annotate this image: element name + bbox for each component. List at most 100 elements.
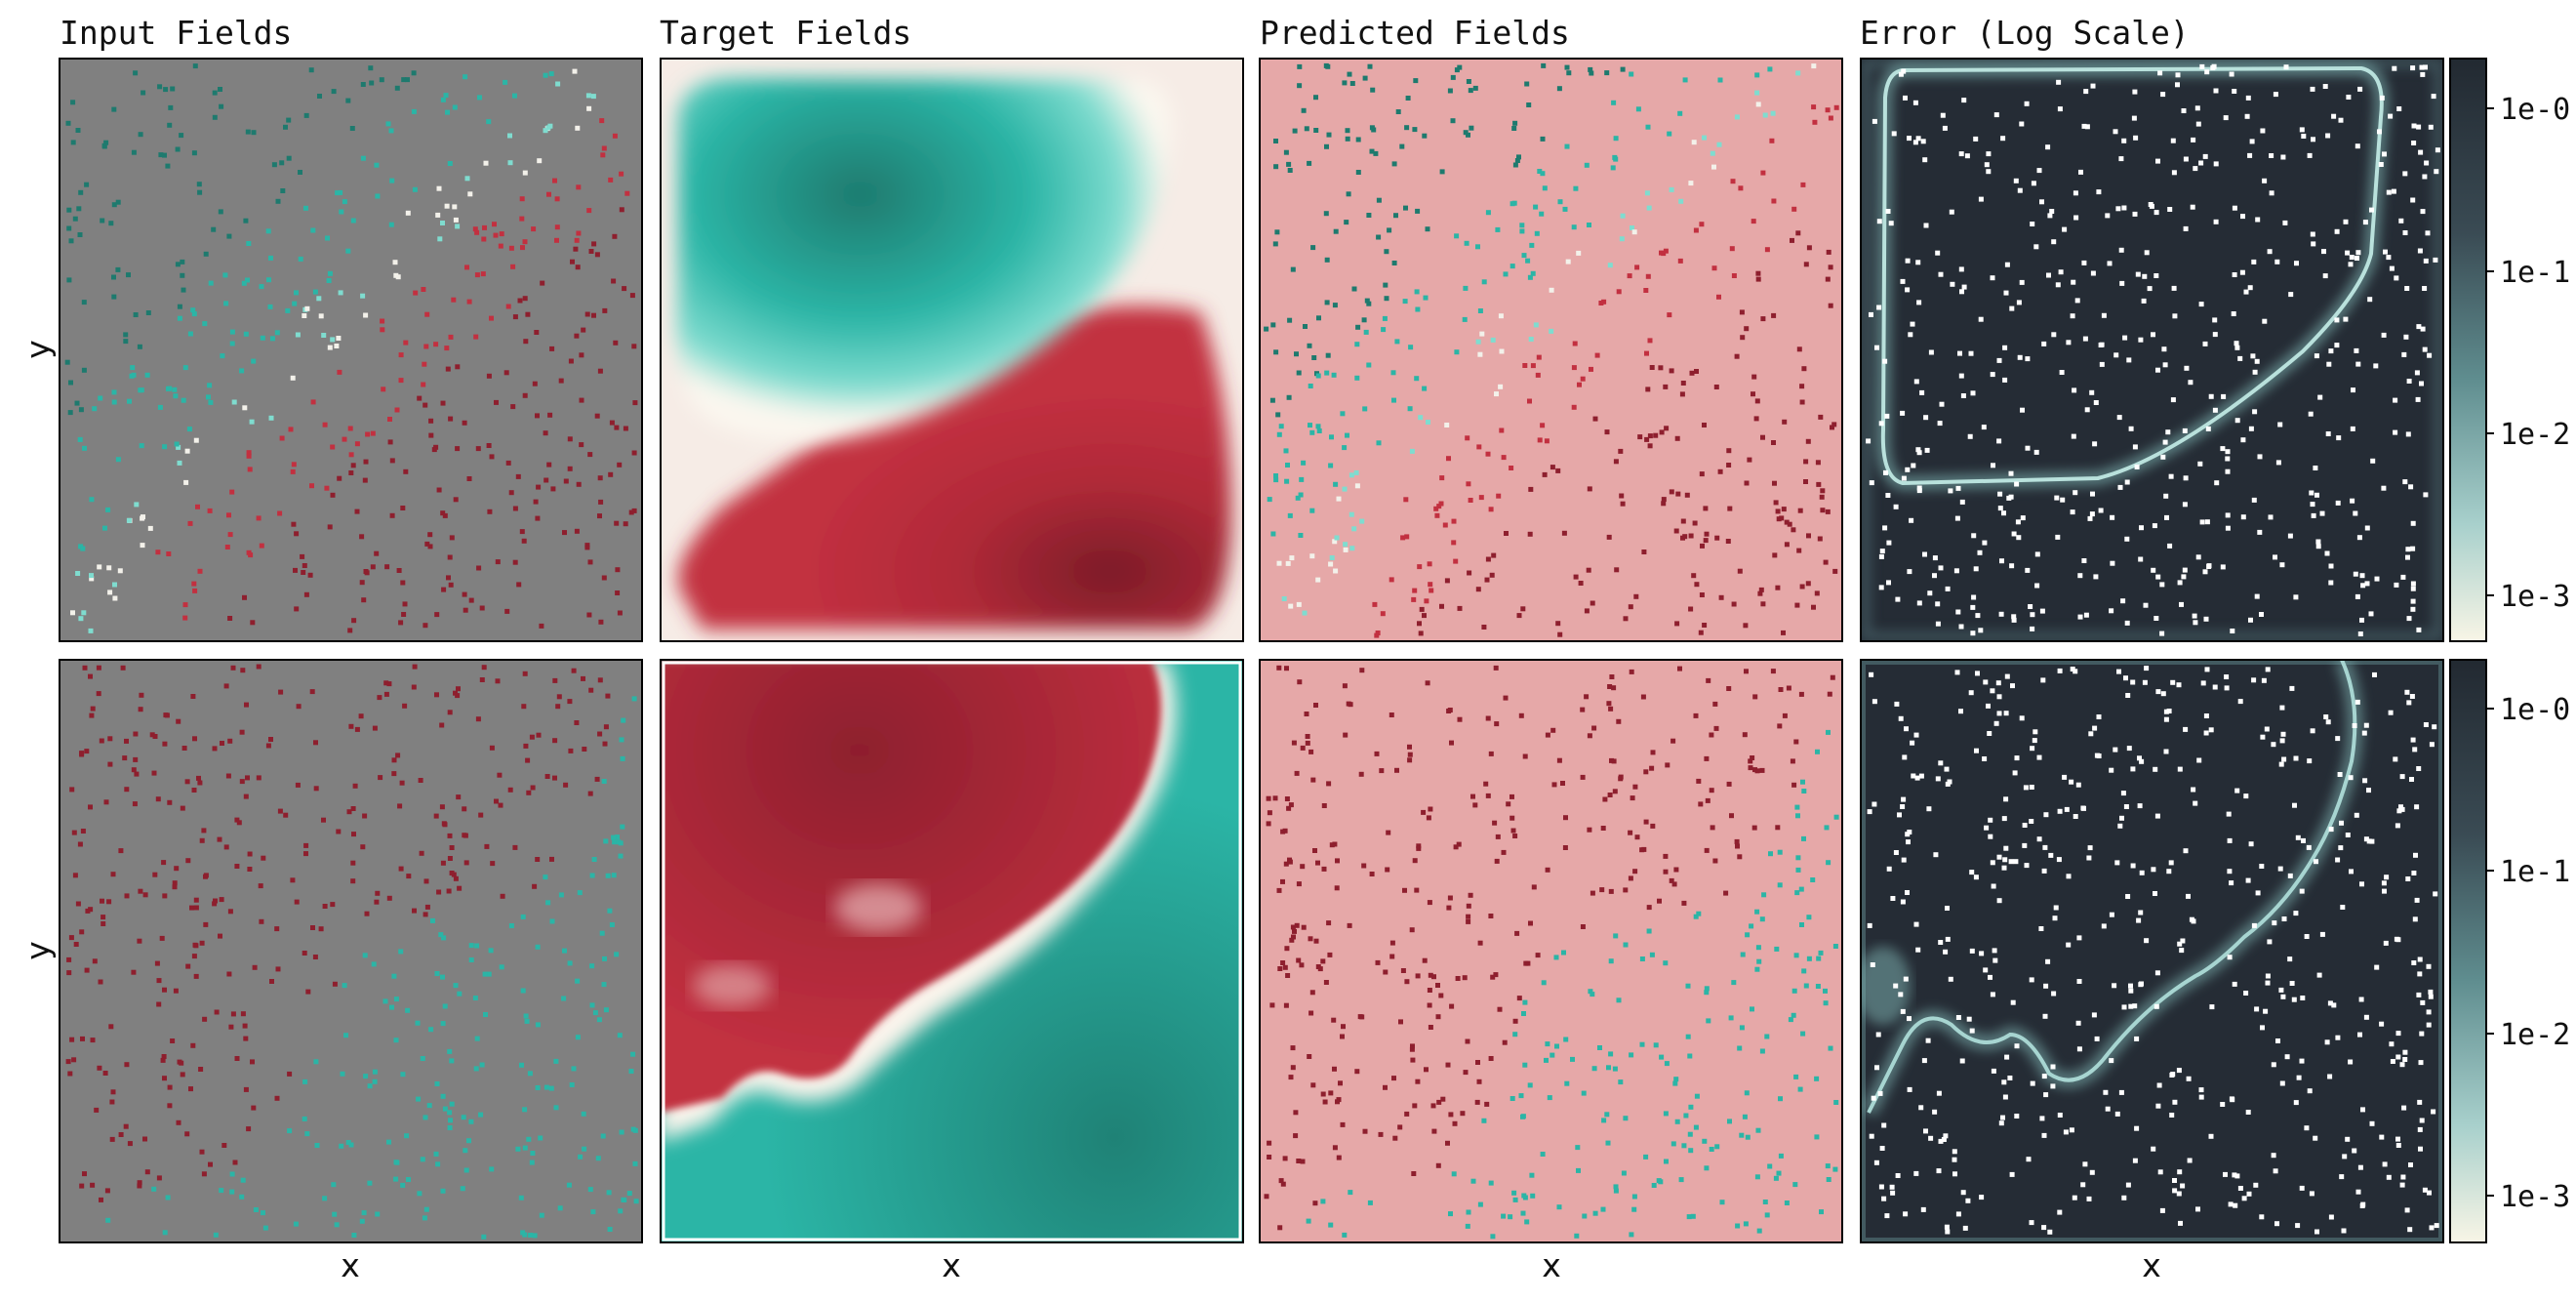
sample-point [174, 866, 180, 872]
sample-point [367, 1083, 373, 1089]
sample-point [1791, 782, 1797, 788]
error-sample-point [2166, 869, 2172, 875]
sample-point [103, 140, 109, 145]
sample-point [1613, 933, 1619, 939]
error-sample-point [1938, 940, 1944, 945]
sample-point [1726, 463, 1732, 468]
error-sample-point [2280, 994, 2286, 999]
error-sample-point [1883, 469, 1888, 475]
sample-point [401, 77, 407, 83]
sample-point [1468, 88, 1473, 94]
sample-point [473, 334, 479, 340]
sample-point [1427, 1002, 1432, 1008]
sample-point [1608, 706, 1614, 712]
sample-point [1826, 860, 1831, 866]
sample-point [455, 224, 461, 229]
error-sample-point [2220, 564, 2226, 570]
sample-point [1272, 241, 1278, 247]
sample-point [1529, 242, 1535, 248]
sample-point [322, 904, 328, 909]
sample-point [1445, 1140, 1450, 1146]
sample-point [219, 897, 224, 903]
sample-point [193, 973, 199, 979]
error-sample-point [2429, 1225, 2435, 1231]
sample-point [1383, 969, 1389, 975]
error-sample-point [2186, 1076, 2192, 1081]
sample-point [1714, 1144, 1720, 1150]
error-sample-point [2354, 347, 2359, 353]
error-sample-point [2248, 617, 2253, 623]
sample-point [275, 198, 281, 204]
error-sample-point [2043, 983, 2049, 989]
error-sample-point [1962, 1225, 1968, 1231]
error-sample-point [2299, 1185, 2305, 1191]
sample-point [553, 1058, 559, 1064]
sample-point [259, 543, 264, 549]
sample-point [1278, 424, 1284, 429]
error-sample-point [2025, 445, 2031, 451]
sample-point [330, 492, 336, 498]
sample-point [1623, 887, 1629, 893]
error-sample-point [2126, 357, 2132, 363]
error-sample-point [2325, 719, 2331, 725]
sample-point [1514, 158, 1520, 163]
sample-point [1454, 233, 1460, 239]
sample-point [609, 420, 615, 426]
error-sample-point [2252, 409, 2258, 415]
sample-point [1663, 384, 1669, 389]
sample-point [78, 616, 84, 622]
sample-point [221, 1143, 227, 1148]
error-sample-point [1905, 258, 1911, 264]
sample-point [375, 193, 381, 199]
sample-point [1727, 1119, 1732, 1124]
sample-point [1527, 1082, 1533, 1088]
error-sample-point [2324, 550, 2330, 556]
error-sample-point [1916, 488, 1922, 494]
sample-point [137, 938, 142, 944]
sample-point [1346, 701, 1351, 707]
error-sample-point [2089, 511, 2095, 517]
sample-point [65, 1059, 71, 1065]
sample-point [498, 243, 503, 249]
sample-point [1343, 547, 1348, 552]
sample-point [1397, 1124, 1403, 1130]
sample-point [1761, 892, 1767, 898]
sample-point [172, 880, 178, 886]
sample-point [1390, 370, 1396, 376]
error-sample-point [2396, 808, 2402, 814]
sample-point [1613, 1184, 1619, 1190]
sample-point [1815, 749, 1820, 754]
error-sample-point [2170, 679, 2176, 685]
sample-point [1689, 370, 1695, 376]
sample-point [386, 895, 392, 901]
error-sample-point [2032, 738, 2037, 744]
error-sample-point [2180, 1183, 2186, 1189]
sample-point [1792, 1182, 1798, 1188]
sample-point [298, 256, 303, 262]
sample-point [68, 380, 73, 386]
sample-point [1270, 531, 1276, 537]
error-sample-point [1901, 475, 1907, 481]
error-sample-point [2220, 446, 2226, 452]
sample-point [1276, 431, 1282, 437]
sample-point [393, 1176, 399, 1182]
sample-point [234, 1056, 240, 1061]
sample-point [434, 612, 440, 618]
sample-point [330, 444, 336, 450]
sample-point [1398, 1019, 1403, 1025]
sample-point [1324, 300, 1330, 305]
sample-point [552, 677, 558, 683]
error-sample-point [2433, 257, 2438, 263]
error-sample-point [1915, 947, 1921, 953]
sample-point [1799, 384, 1805, 389]
sample-point [391, 973, 397, 979]
error-sample-point [2139, 870, 2145, 875]
sample-point [1735, 843, 1740, 849]
sample-point [1315, 373, 1321, 379]
sample-point [220, 353, 225, 359]
error-sample-point [2360, 1201, 2366, 1207]
error-sample-point [2395, 1031, 2401, 1037]
error-sample-point [2096, 714, 2102, 719]
error-sample-point [1900, 1008, 1906, 1014]
sample-point [1541, 980, 1547, 986]
